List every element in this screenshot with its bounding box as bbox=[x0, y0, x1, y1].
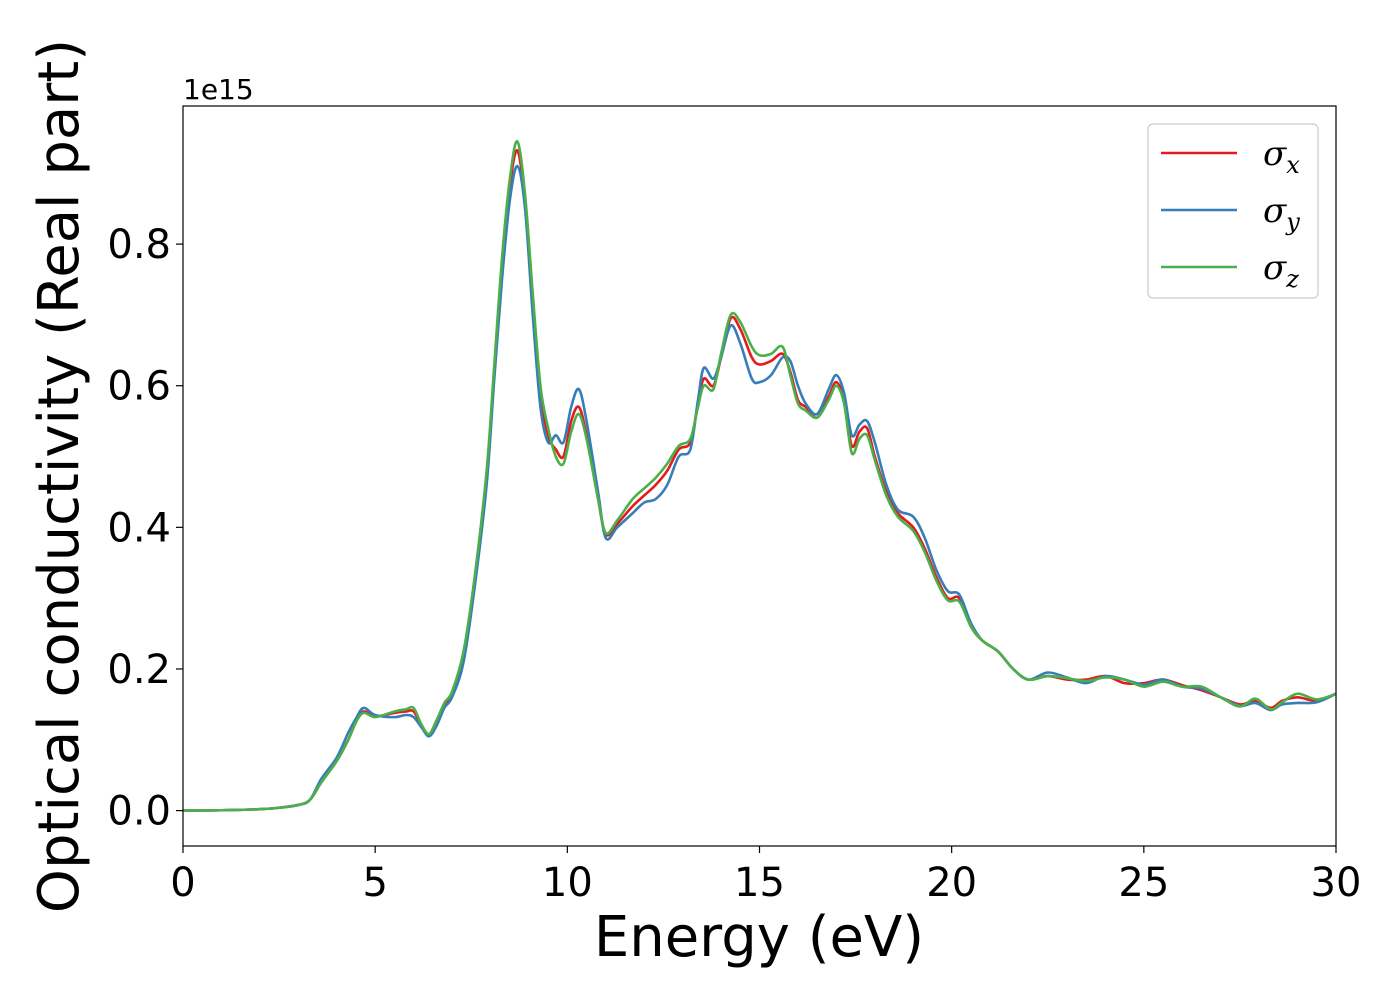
x-tick-label: 25 bbox=[1118, 860, 1169, 906]
y-tick-label: 0.8 bbox=[107, 222, 171, 268]
legend: σx σy σz bbox=[1147, 123, 1319, 299]
x-tick-label: 15 bbox=[734, 860, 785, 906]
y-axis-title: Optical conductivity (Real part) bbox=[27, 39, 92, 913]
y-tick-label: 0.0 bbox=[107, 789, 171, 835]
x-axis-ticks: 0 5 10 15 20 25 30 bbox=[170, 846, 1361, 906]
series-layer bbox=[183, 140, 1336, 812]
x-tick-label: 20 bbox=[926, 860, 977, 906]
series-line-z bbox=[183, 140, 1336, 812]
x-tick-label: 30 bbox=[1311, 860, 1362, 906]
legend-label-x: σx bbox=[1263, 134, 1300, 179]
series-line-y bbox=[183, 164, 1336, 812]
legend-label-y: σy bbox=[1263, 191, 1300, 236]
y-tick-label: 0.2 bbox=[107, 647, 171, 693]
x-tick-label: 10 bbox=[542, 860, 593, 906]
x-axis-title: Energy (eV) bbox=[594, 905, 924, 970]
y-offset-label: 1e15 bbox=[183, 73, 254, 106]
x-tick-label: 0 bbox=[170, 860, 195, 906]
legend-label-z: σz bbox=[1263, 248, 1299, 293]
y-axis-ticks: 0.0 0.2 0.4 0.6 0.8 bbox=[107, 222, 183, 835]
y-tick-label: 0.4 bbox=[107, 505, 171, 551]
x-tick-label: 5 bbox=[362, 860, 387, 906]
y-tick-label: 0.6 bbox=[107, 364, 171, 410]
